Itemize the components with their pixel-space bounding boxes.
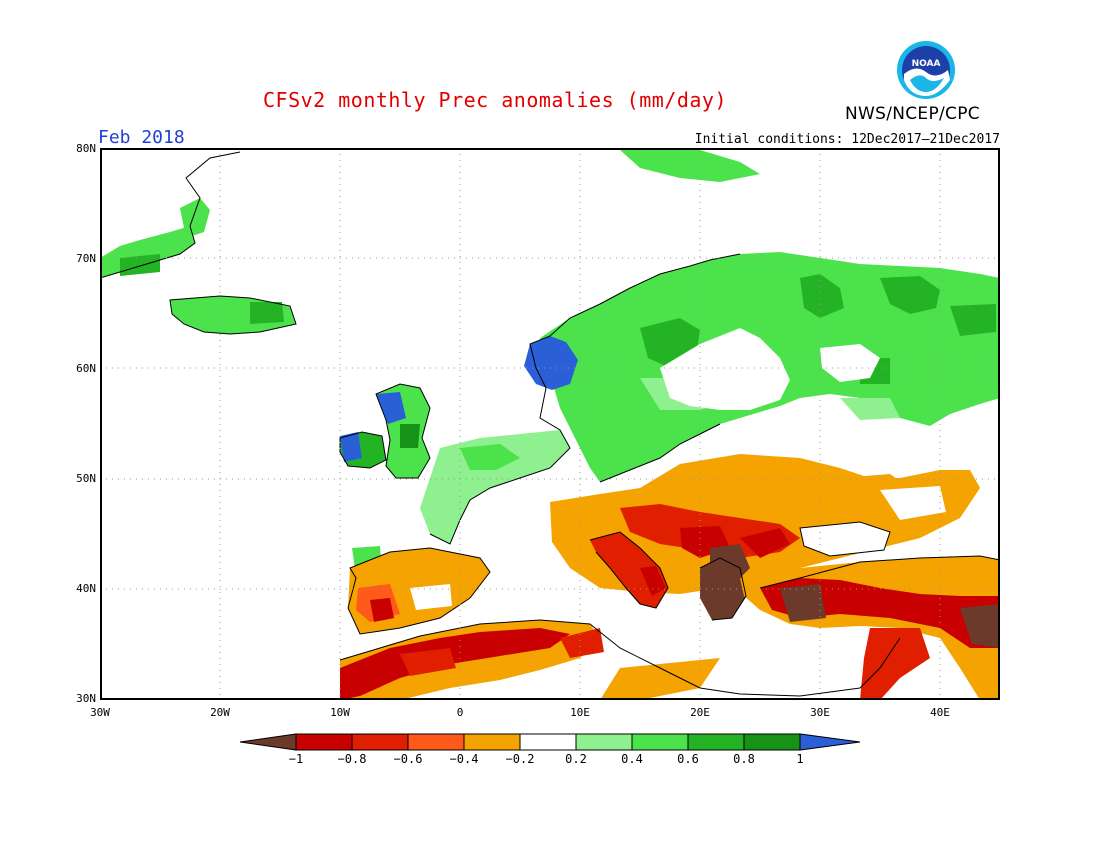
colorbar-label: 0.8 [733, 752, 755, 766]
colorbar-label: 1 [796, 752, 804, 766]
lon-label-40e: 40E [930, 706, 950, 719]
colorbar-swatch [575, 733, 633, 751]
colorbar-swatch [240, 733, 297, 751]
lat-label-50n: 50N [76, 472, 96, 485]
colorbar-swatch [463, 733, 521, 751]
lon-label-20w: 20W [210, 706, 230, 719]
lon-label-10w: 10W [330, 706, 350, 719]
colorbar [240, 733, 860, 751]
colorbar-swatch [351, 733, 409, 751]
colorbar-label: 0.2 [565, 752, 587, 766]
colorbar-swatch [295, 733, 353, 751]
lon-label-30w: 30W [90, 706, 110, 719]
colorbar-swatch [743, 733, 801, 751]
lon-label-30e: 30E [810, 706, 830, 719]
colorbar-swatch [631, 733, 689, 751]
colorbar-label: −0.2 [505, 752, 535, 766]
lat-label-40n: 40N [76, 582, 96, 595]
initial-conditions: Initial conditions: 12Dec2017–21Dec2017 [694, 132, 1000, 147]
lon-label-10e: 10E [570, 706, 590, 719]
colorbar-label: −1 [288, 752, 304, 766]
forecast-month: Feb 2018 [98, 127, 185, 148]
lat-label-30n: 30N [76, 692, 96, 705]
lat-label-70n: 70N [76, 252, 96, 265]
lat-label-80n: 80N [76, 142, 96, 155]
colorbar-swatch [519, 733, 577, 751]
colorbar-label: 0.4 [621, 752, 643, 766]
colorbar-swatch [407, 733, 465, 751]
svg-text:NOAA: NOAA [912, 59, 941, 69]
lon-label-20e: 20E [690, 706, 710, 719]
lat-label-60n: 60N [76, 362, 96, 375]
lon-label-0: 0 [456, 706, 464, 719]
colorbar-swatch [799, 733, 860, 751]
colorbar-label: −0.8 [337, 752, 367, 766]
colorbar-swatch [687, 733, 745, 751]
noaa-logo-icon: NOAA [897, 41, 955, 99]
colorbar-label: −0.4 [449, 752, 479, 766]
agency-label: NWS/NCEP/CPC [845, 104, 980, 124]
colorbar-label: 0.6 [677, 752, 699, 766]
map-title: CFSv2 monthly Prec anomalies (mm/day) [262, 88, 728, 112]
colorbar-label: −0.6 [393, 752, 423, 766]
precip-anomaly-map [100, 148, 1000, 700]
